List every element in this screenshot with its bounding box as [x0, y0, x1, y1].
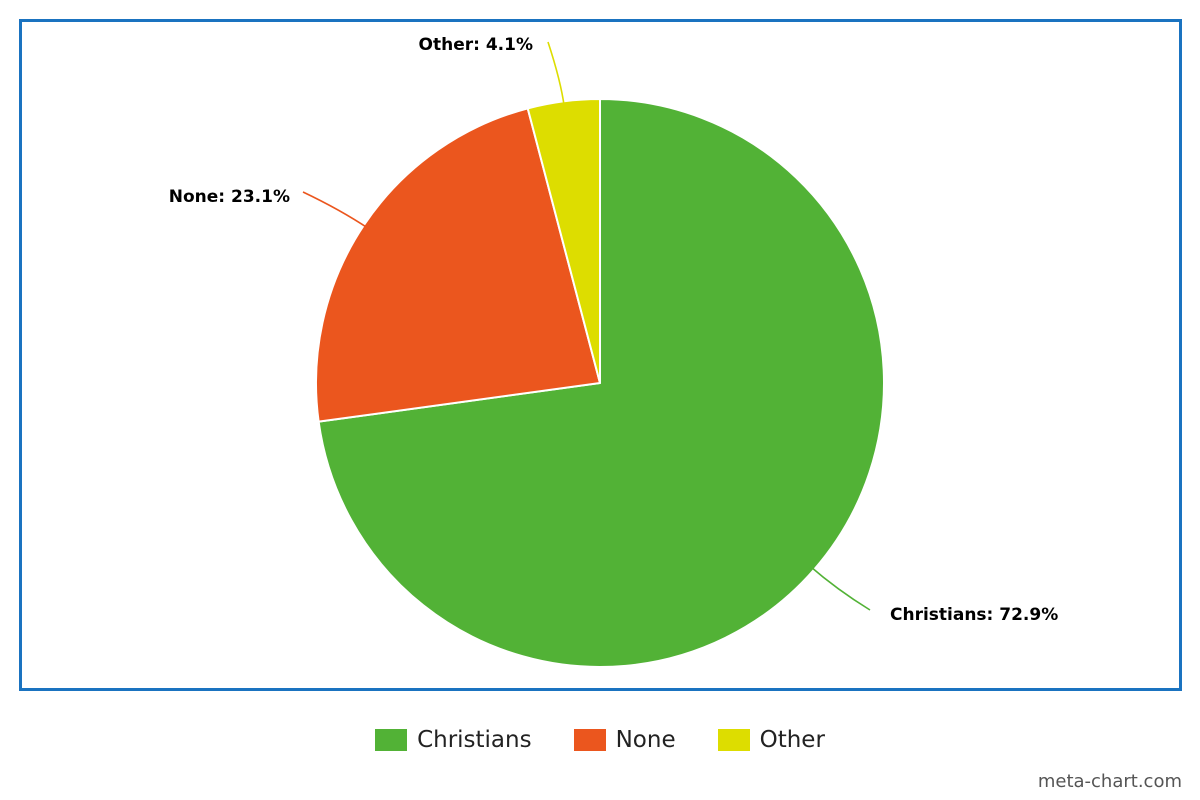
legend-swatch-christians	[375, 729, 408, 751]
legend-label-none: None	[615, 727, 676, 753]
legend-item-other[interactable]: Other	[717, 727, 825, 753]
legend-label-other: Other	[759, 727, 825, 753]
leader-line-none	[302, 191, 370, 230]
legend-swatch-other	[717, 729, 750, 751]
leader-line-other	[547, 41, 566, 108]
chart-legend: Christians None Other	[0, 722, 1200, 758]
watermark[interactable]: meta-chart.com	[1037, 771, 1182, 792]
data-label-none: None: 23.1%	[169, 187, 290, 207]
leader-line-christians	[809, 565, 871, 611]
data-label-christians: Christians: 72.9%	[890, 605, 1058, 625]
legend-label-christians: Christians	[417, 727, 532, 753]
legend-item-none[interactable]: None	[573, 727, 676, 753]
legend-item-christians[interactable]: Christians	[375, 727, 532, 753]
data-label-other: Other: 4.1%	[419, 35, 533, 55]
legend-swatch-none	[573, 729, 606, 751]
